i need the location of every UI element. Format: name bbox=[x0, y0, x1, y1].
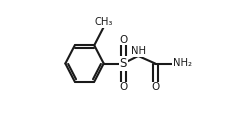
Text: O: O bbox=[119, 35, 127, 45]
Text: CH₃: CH₃ bbox=[94, 17, 113, 27]
Text: O: O bbox=[151, 82, 159, 92]
Text: O: O bbox=[119, 82, 127, 92]
Text: S: S bbox=[119, 57, 127, 70]
Text: NH₂: NH₂ bbox=[173, 59, 192, 68]
Text: NH: NH bbox=[131, 46, 146, 56]
